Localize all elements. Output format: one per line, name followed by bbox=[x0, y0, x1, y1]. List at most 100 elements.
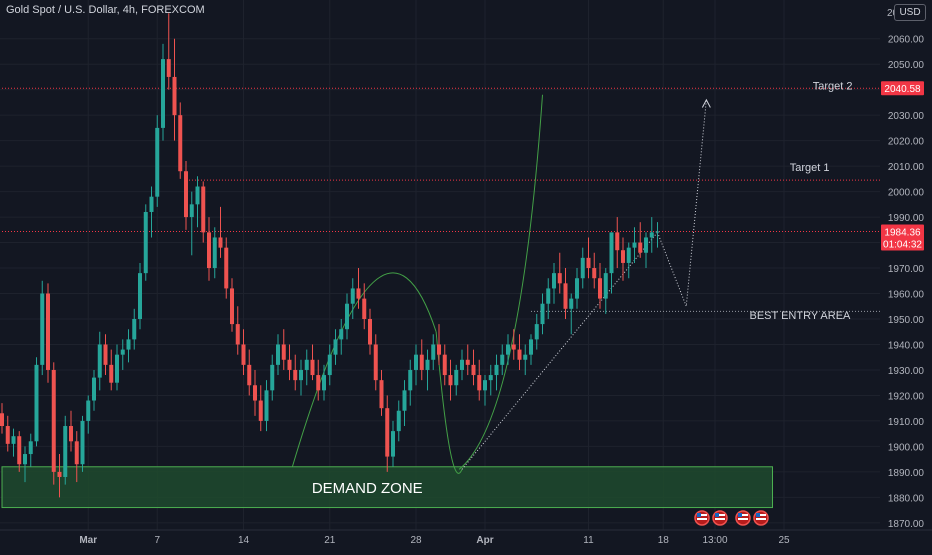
candle bbox=[143, 204, 148, 281]
economic-events-layer[interactable] bbox=[694, 510, 769, 526]
candle bbox=[224, 237, 229, 299]
candle bbox=[120, 339, 125, 370]
candle bbox=[362, 283, 367, 330]
candle-body bbox=[287, 359, 292, 370]
candle bbox=[258, 385, 263, 432]
candle bbox=[11, 428, 16, 457]
candle-body bbox=[465, 359, 470, 365]
candle-body bbox=[569, 298, 574, 309]
price-tick-label: 2010.00 bbox=[888, 162, 925, 173]
price-tick-label: 1890.00 bbox=[888, 468, 925, 479]
candle-body bbox=[327, 354, 332, 376]
candle bbox=[471, 349, 476, 386]
us-flag-event-icon[interactable] bbox=[753, 510, 769, 526]
candle-body bbox=[23, 454, 27, 465]
candle-body bbox=[442, 354, 447, 376]
candle bbox=[580, 247, 585, 289]
candle bbox=[638, 222, 643, 258]
candle-body bbox=[523, 354, 528, 360]
demand-zone-layer: DEMAND ZONE bbox=[1, 466, 773, 509]
candle bbox=[569, 293, 574, 335]
candle bbox=[172, 38, 177, 141]
time-axis[interactable]: Mar 7 14 21 28 Apr 11 18 13:00 25 bbox=[0, 529, 932, 546]
us-flag-event-icon[interactable] bbox=[694, 510, 710, 526]
time-tick-label: 28 bbox=[410, 535, 422, 546]
time-tick-label: 14 bbox=[238, 535, 250, 546]
candle bbox=[109, 349, 114, 391]
price-tick-label: 1970.00 bbox=[888, 264, 925, 275]
candle-body bbox=[350, 288, 355, 304]
candle-body bbox=[201, 186, 206, 233]
time-tick-label: 25 bbox=[778, 535, 790, 546]
us-flag-event-icon[interactable] bbox=[712, 510, 728, 526]
best-entry-label: BEST ENTRY AREA bbox=[750, 310, 852, 322]
candle bbox=[207, 217, 211, 281]
candle bbox=[603, 268, 608, 314]
time-tick-label: Apr bbox=[476, 535, 493, 546]
candle bbox=[402, 380, 407, 427]
candle bbox=[511, 329, 516, 360]
candle bbox=[293, 354, 298, 391]
candle-body bbox=[5, 426, 10, 444]
flag-stripe bbox=[697, 514, 707, 516]
us-flag-event-icon[interactable] bbox=[735, 510, 751, 526]
candle-body bbox=[408, 369, 413, 391]
candle bbox=[276, 334, 280, 376]
candle-body bbox=[603, 273, 608, 299]
candle-body bbox=[264, 390, 269, 421]
candle-body bbox=[166, 59, 171, 77]
candle-body bbox=[580, 257, 585, 279]
candle-body bbox=[86, 400, 91, 421]
time-tick-label: 18 bbox=[658, 535, 670, 546]
candle-body bbox=[74, 441, 79, 465]
candle-body bbox=[333, 339, 338, 355]
candle-body bbox=[172, 76, 177, 116]
flag-stripe bbox=[756, 514, 766, 516]
candle bbox=[23, 446, 27, 483]
price-tick-label: 1900.00 bbox=[888, 442, 925, 453]
candle-body bbox=[276, 344, 280, 365]
candle bbox=[310, 344, 315, 381]
candle-body bbox=[132, 319, 137, 340]
candle-body bbox=[632, 242, 637, 248]
candle bbox=[649, 217, 654, 253]
flag-canton bbox=[715, 513, 719, 517]
candle bbox=[28, 433, 33, 467]
candle-body bbox=[40, 293, 45, 365]
candle bbox=[373, 334, 378, 391]
candle-body bbox=[615, 232, 620, 251]
candle bbox=[644, 232, 648, 269]
demand-zone-box bbox=[1, 466, 773, 509]
candle-body bbox=[557, 273, 562, 284]
candle-body bbox=[563, 283, 568, 309]
currency-button[interactable]: USD bbox=[894, 4, 926, 21]
candle-body bbox=[483, 380, 487, 391]
candle-body bbox=[97, 344, 102, 378]
candle bbox=[86, 395, 91, 434]
candle bbox=[356, 268, 361, 309]
countdown-label: 01:04:32 bbox=[883, 239, 922, 250]
candle-body bbox=[235, 324, 240, 345]
candle bbox=[322, 364, 326, 401]
candle bbox=[615, 217, 620, 269]
candle bbox=[0, 403, 4, 434]
candle bbox=[57, 454, 62, 498]
price-axis[interactable]: 1870.00 1880.00 1890.00 1900.00 1910.00 1920.… bbox=[881, 8, 924, 530]
candle bbox=[379, 369, 384, 416]
candles-layer bbox=[0, 13, 660, 498]
candle-body bbox=[241, 344, 246, 365]
candle-body bbox=[189, 204, 194, 218]
candle bbox=[103, 334, 108, 376]
candle bbox=[46, 283, 50, 383]
candle-body bbox=[281, 344, 286, 360]
candle bbox=[126, 329, 131, 363]
flag-stripe bbox=[715, 518, 725, 520]
candle bbox=[17, 431, 22, 472]
candle-body bbox=[546, 288, 551, 304]
candle-body bbox=[143, 211, 148, 274]
candle bbox=[299, 359, 303, 396]
candle-body bbox=[322, 375, 326, 391]
price-tick-label: 2030.00 bbox=[888, 111, 925, 122]
